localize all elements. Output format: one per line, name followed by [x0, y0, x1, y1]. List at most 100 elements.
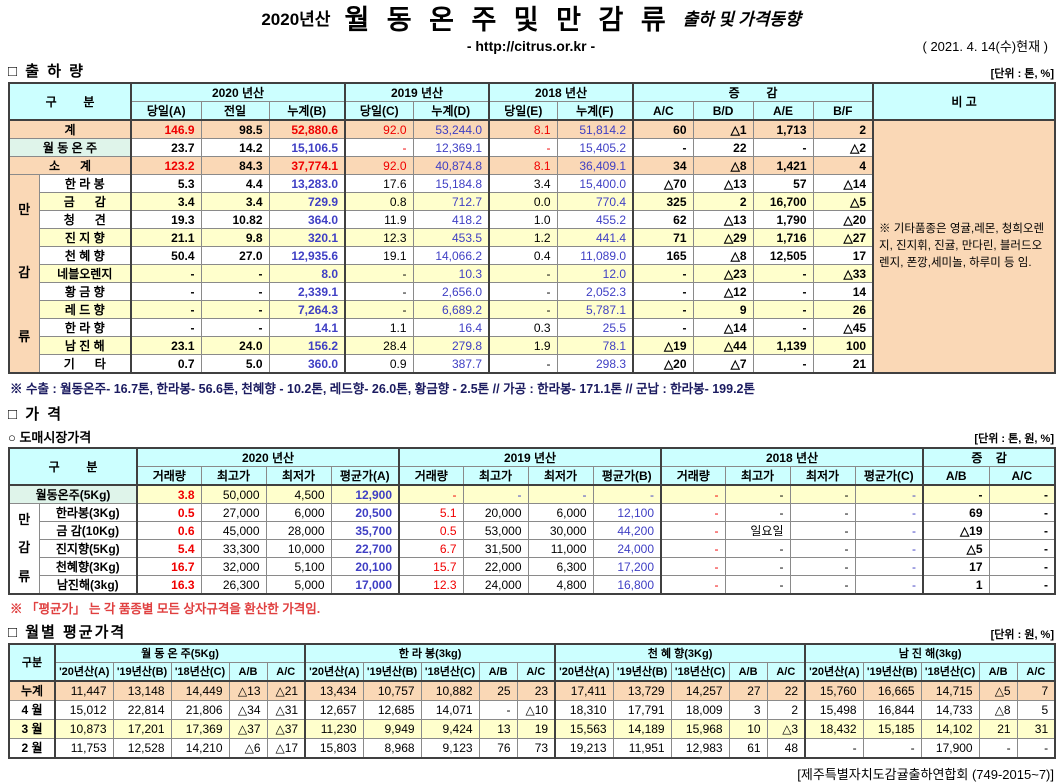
col-header: 누계(B): [268, 101, 346, 121]
row-label: 진지향(5Kg): [38, 539, 138, 558]
row-label: 네블오렌지: [38, 264, 132, 283]
monthly-row: 2 월 11,753 12,528 14,210 △6 △17 15,803 8,968 9,1…: [8, 738, 1056, 759]
value-cell: △8: [978, 700, 1018, 720]
t2-row: 남진해(3kg) 16.3 26,300 5,000 17,000 12.3 24,000 4…: [9, 575, 1056, 595]
value-cell: 12,685: [362, 700, 422, 720]
col-group-winter-citrus: 월 동 온 주(5Kg): [53, 643, 306, 663]
monthly-row: 3 월 10,873 17,201 17,369 △37 △37 11,230 9,949 9,…: [8, 719, 1056, 739]
value-cell: 14,102: [920, 719, 980, 739]
value-cell: 20,100: [330, 557, 400, 576]
value-cell: -: [488, 264, 558, 283]
col-header: A/B: [478, 662, 518, 682]
value-cell: -: [752, 354, 814, 374]
value-cell: 20,000: [462, 503, 529, 522]
value-cell: 11,230: [304, 719, 364, 739]
value-cell: 2: [692, 192, 754, 211]
value-cell: 9: [692, 300, 754, 319]
col-header: 최고가: [724, 466, 791, 486]
report-date: ( 2021. 4. 14(수)현재 ): [922, 39, 1048, 54]
t2-row: 금 감(10Kg) 0.6 45,000 28,000 35,700 0.5 53,000 3…: [9, 521, 1056, 540]
value-cell: 27,000: [200, 503, 267, 522]
col-header: 평균가(A): [330, 466, 400, 486]
value-cell: 24,000: [462, 575, 529, 595]
t1-row: 한 라 향 - -14.1 1.1 16.4 0.3 25.5- △14- △45: [9, 318, 1055, 337]
value-cell: 4.4: [200, 174, 270, 193]
value-cell: 11,951: [612, 738, 672, 759]
monthly-unit-label: [단위 : 원, %]: [990, 629, 1054, 641]
t1-row: 황 금 향 - -2,339.1-2,656.0-2,052.3- △12-14: [9, 282, 1055, 301]
col-group-2019: 2019 년산: [398, 447, 662, 467]
value-cell: 15,400.0: [556, 174, 634, 193]
col-header: 누계(F): [556, 101, 634, 121]
value-cell: -: [988, 557, 1056, 576]
value-cell: 22,814: [112, 700, 172, 720]
value-cell: 1.2: [488, 228, 558, 247]
value-cell: 62: [632, 210, 694, 229]
value-cell: 320.1: [268, 228, 346, 247]
value-cell: -: [398, 484, 464, 504]
site-url[interactable]: - http://citrus.or.kr -: [466, 38, 596, 54]
value-cell: -: [724, 539, 791, 558]
value-cell: -: [660, 539, 726, 558]
col-header: 평균가(B): [592, 466, 662, 486]
value-cell: 0.5: [136, 503, 202, 522]
value-cell: 10,873: [54, 719, 114, 739]
value-cell: 36,409.1: [556, 156, 634, 175]
col-header: '18년산(C): [170, 662, 230, 682]
value-cell: -: [789, 575, 856, 595]
value-cell: 1,716: [752, 228, 814, 247]
row-label: 천 혜 향: [38, 246, 132, 265]
col-header: 당일(E): [488, 101, 558, 121]
value-cell: -: [200, 282, 270, 301]
value-cell: △29: [692, 228, 754, 247]
value-cell: -: [724, 557, 791, 576]
value-cell: -: [854, 575, 924, 595]
t2-row: 진지향(5Kg) 5.4 33,300 10,000 22,700 6.7 31,500 11…: [9, 539, 1056, 558]
value-cell: 12,528: [112, 738, 172, 759]
title-subtitle: 출하 및 가격동향: [682, 10, 801, 29]
value-cell: △8: [692, 246, 754, 265]
row-label: 남진해(3kg): [38, 575, 138, 595]
row-label: 금 감(10Kg): [38, 521, 138, 540]
value-cell: 14,210: [170, 738, 230, 759]
col-header: 거래량: [398, 466, 464, 486]
t2-row: 만 감 류 한라봉(3Kg) 0.5 27,000 6,000 20,500 5.1 20,000…: [8, 503, 1056, 595]
value-cell: -: [854, 539, 924, 558]
value-cell: 156.2: [268, 336, 346, 355]
value-cell: 13: [478, 719, 518, 739]
price-unit-label: [단위 : 톤, 원, %]: [974, 433, 1054, 445]
col-group-2019: 2019 년산: [344, 82, 490, 102]
value-cell: 21: [812, 354, 874, 374]
shipment-unit-label: [단위 : 톤, %]: [990, 68, 1054, 80]
col-header: '19년산(B): [612, 662, 672, 682]
value-cell: 14,189: [612, 719, 672, 739]
col-group-diff: 증 감: [922, 447, 1056, 467]
value-cell: -: [922, 484, 990, 504]
value-cell: 15,106.5: [268, 138, 346, 157]
value-cell: 28.4: [344, 336, 414, 355]
value-cell: 19.1: [344, 246, 414, 265]
value-cell: 26,300: [200, 575, 267, 595]
corner-header: 구 분: [8, 82, 132, 121]
value-cell: 8.1: [488, 119, 558, 139]
value-cell: -: [488, 282, 558, 301]
value-cell: 9,949: [362, 719, 422, 739]
value-cell: -: [789, 503, 856, 522]
value-cell: 37,774.1: [268, 156, 346, 175]
value-cell: △23: [692, 264, 754, 283]
col-header: A/B: [922, 466, 990, 486]
value-cell: 11,089.0: [556, 246, 634, 265]
value-cell: △6: [228, 738, 268, 759]
value-cell: 14,715: [920, 680, 980, 701]
value-cell: 16,844: [862, 700, 922, 720]
value-cell: -: [978, 738, 1018, 759]
value-cell: △5: [922, 539, 990, 558]
value-cell: 21.1: [130, 228, 202, 247]
value-cell: 360.0: [268, 354, 346, 374]
row-label: 월동온주(5Kg): [8, 484, 138, 504]
value-cell: 23.1: [130, 336, 202, 355]
col-group-namjinhae: 남 진 해(3kg): [804, 643, 1056, 663]
value-cell: 14,066.2: [412, 246, 490, 265]
value-cell: 7: [1016, 680, 1056, 701]
